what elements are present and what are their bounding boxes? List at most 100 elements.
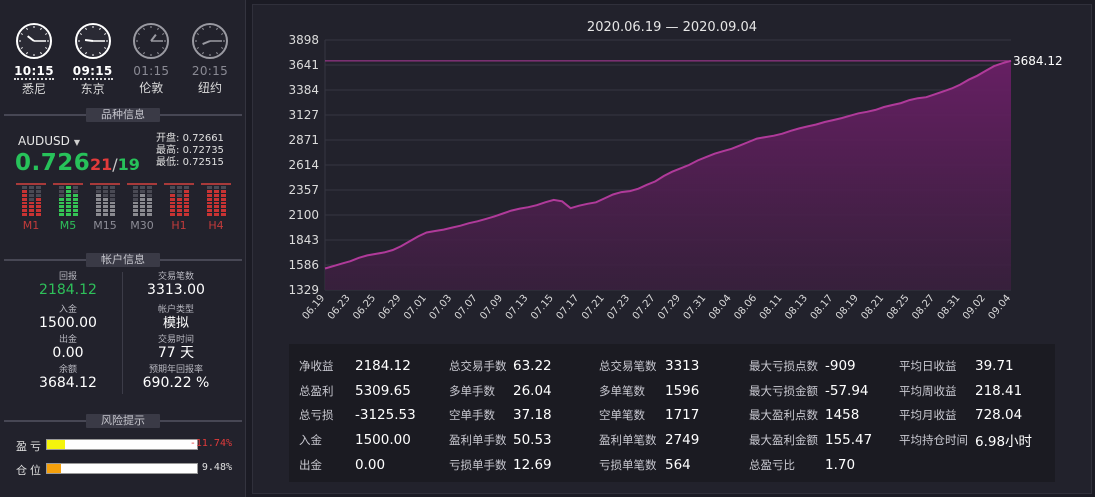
risk-value: -11.74% [189,438,232,449]
high-label: 最高: [156,145,180,156]
stats-group-1: 净收益 2184.12 总盈利 5309.65 总亏损 -3125.53 入金 1500.00… [299,354,449,474]
stat-label: 平均日收益 [899,359,957,374]
stat-label: 多单笔数 [599,383,645,398]
x-tick-label: 08.06 [732,293,759,322]
position-risk-row: 仓位 9.48% [16,461,236,477]
balance-label: 余额 [58,365,77,375]
withdraw-value: 0.00 [52,345,84,361]
x-tick-label: 07.27 [631,293,658,322]
left-panel: 10:15 悉尼 09:15 东京 01:15 伦敦 20:15 纽约 品种信息 AUDUSD… [0,0,246,497]
x-tick-label: 08.04 [707,293,734,322]
chart-title: 2020.06.19 — 2020.09.04 [586,20,758,35]
last-value-label: 3684.12 [1013,54,1063,68]
stat-value: 2749 [665,432,700,449]
ohl-values: 开盘: 0.72661 最高: 0.72735 最低: 0.72515 [156,133,224,169]
stat-value: 63.22 [513,358,552,375]
stat-row: 入金 1500.00 [299,428,449,453]
trade-time-label: 交易时间 [157,335,194,345]
stat-label: 净收益 [299,359,334,374]
symbol-selector[interactable]: AUDUSD ▼ [18,134,80,148]
x-tick-label: 07.23 [605,293,632,322]
clock-city: 东京 [80,82,105,96]
report-panel: 2020.06.19 — 2020.09.04 1329 1586 1843 2100… [252,4,1092,494]
timeframe-m5[interactable]: M5 [53,183,83,233]
signal-meter [164,183,194,216]
ask-bid: 21/19 [90,155,140,174]
x-tick-label: 07.09 [478,293,505,322]
stat-value: 728.04 [975,407,1023,424]
risk-label: 盈亏 [16,440,44,453]
x-tick-label: 07.15 [529,293,556,322]
stat-row: 平均持仓时间 6.98小时 [899,428,1049,453]
stat-value: 6.98小时 [975,434,1033,451]
stat-value: 5309.65 [355,382,411,399]
annual-return-label: 预期年回报率 [148,365,203,375]
y-tick-label: 2614 [288,158,319,172]
stat-label: 总亏损 [299,408,334,423]
timeframe-h4[interactable]: H4 [201,183,231,233]
clock-face-icon [191,23,228,59]
clock-1: 09:15 东京 [71,22,115,102]
trades-label: 交易笔数 [157,272,194,282]
stat-row: 亏损单手数 12.69 [449,452,599,477]
clock-time: 09:15 [72,64,113,80]
x-tick-label: 08.27 [910,293,937,322]
ask-digits: 21 [90,155,113,174]
y-tick-label: 3384 [288,83,319,97]
stat-label: 空单手数 [449,408,495,423]
section-title: 品种信息 [86,108,160,122]
stat-row: 盈利单手数 50.53 [449,428,599,453]
stat-value: -57.94 [825,382,869,399]
x-tick-label: 07.29 [656,293,683,322]
stat-value: 2184.12 [355,358,411,375]
stat-row: 空单手数 37.18 [449,403,599,428]
stat-row: 总盈利 5309.65 [299,379,449,404]
stat-label: 总盈利 [299,383,334,398]
signal-meter [201,183,231,216]
annual-return-value: 690.22 % [142,375,210,391]
stat-row: 平均月收益 728.04 [899,403,1049,428]
stat-row: 最大亏损点数 -909 [749,354,899,379]
stat-row: 最大亏损金额 -57.94 [749,379,899,404]
stat-value: 1717 [665,407,700,424]
timeframe-label: H4 [208,219,224,232]
stat-row: 总交易笔数 3313 [599,354,749,379]
timeframe-m15[interactable]: M15 [90,183,120,233]
account-type-value: 模拟 [162,316,189,331]
clock-city: 悉尼 [21,82,46,96]
y-tick-label: 1329 [288,283,319,297]
x-tick-label: 08.13 [783,293,810,322]
x-tick-label: 09.04 [986,293,1013,322]
signal-meter [90,183,120,216]
stat-label: 盈利单手数 [449,433,507,448]
stat-value: 12.69 [513,456,552,473]
stat-value: 50.53 [513,432,552,449]
low-label: 最低: [156,157,180,168]
signal-meter [127,183,157,216]
stat-row: 空单笔数 1717 [599,403,749,428]
signal-meter [53,183,83,216]
y-tick-label: 3127 [288,108,319,122]
stat-row: 净收益 2184.12 [299,354,449,379]
return-value: 2184.12 [39,282,97,298]
pnl-risk-row: 盈亏 -11.74% [16,437,236,453]
stat-value: 564 [665,456,691,473]
x-tick-label: 08.31 [936,293,963,322]
stat-value: 218.41 [975,382,1023,399]
stat-row: 平均日收益 39.71 [899,354,1049,379]
stats-group-4: 最大亏损点数 -909 最大亏损金额 -57.94 最大盈利点数 1458 最大盈利金额 15… [749,354,899,474]
account-type-label: 帐户类型 [157,305,194,315]
y-tick-label: 1586 [288,258,319,272]
low-value: 0.72515 [182,157,224,168]
caret-down-icon[interactable]: ▼ [73,138,81,147]
x-tick-label: 07.07 [453,293,480,322]
timeframe-m1[interactable]: M1 [16,183,46,233]
timeframe-m30[interactable]: M30 [127,183,157,233]
stat-row: 总交易手数 63.22 [449,354,599,379]
divider [122,272,123,394]
clock-3: 20:15 纽约 [188,22,232,102]
clock-0: 10:15 悉尼 [12,22,56,102]
timeframe-h1[interactable]: H1 [164,183,194,233]
open-value: 0.72661 [182,133,224,144]
ask-bid-separator: / [112,155,118,174]
